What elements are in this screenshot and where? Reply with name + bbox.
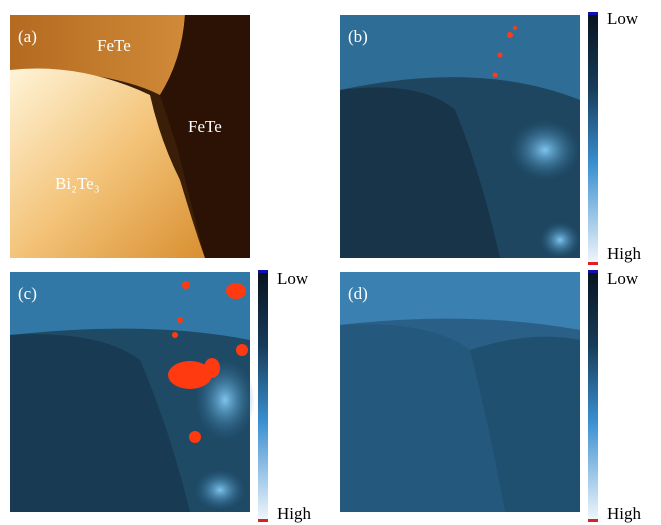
colorbar-low: Low [607, 269, 639, 288]
panel-label: (a) [18, 27, 37, 46]
panel-label: (b) [348, 27, 368, 46]
annotation: Bi₂Te₃ [55, 174, 100, 193]
figure: (a) FeTe FeTe Bi₂Te₃ (b) Low High (c) [0, 0, 661, 525]
annotation: FeTe [188, 117, 222, 136]
panel-d: (d) Low High [340, 269, 642, 523]
colorbar-low: Low [277, 269, 309, 288]
annotation: FeTe [97, 36, 131, 55]
panel-c: (c) Low High [10, 269, 312, 523]
colorbar-high: High [277, 504, 312, 523]
panel-a: (a) FeTe FeTe Bi₂Te₃ [10, 15, 250, 258]
colorbar-low: Low [607, 9, 639, 28]
panel-label: (c) [18, 284, 37, 303]
colorbar-high: High [607, 244, 642, 263]
panel-label: (d) [348, 284, 368, 303]
colorbar-high: High [607, 504, 642, 523]
panel-b: (b) Low High [340, 9, 642, 265]
